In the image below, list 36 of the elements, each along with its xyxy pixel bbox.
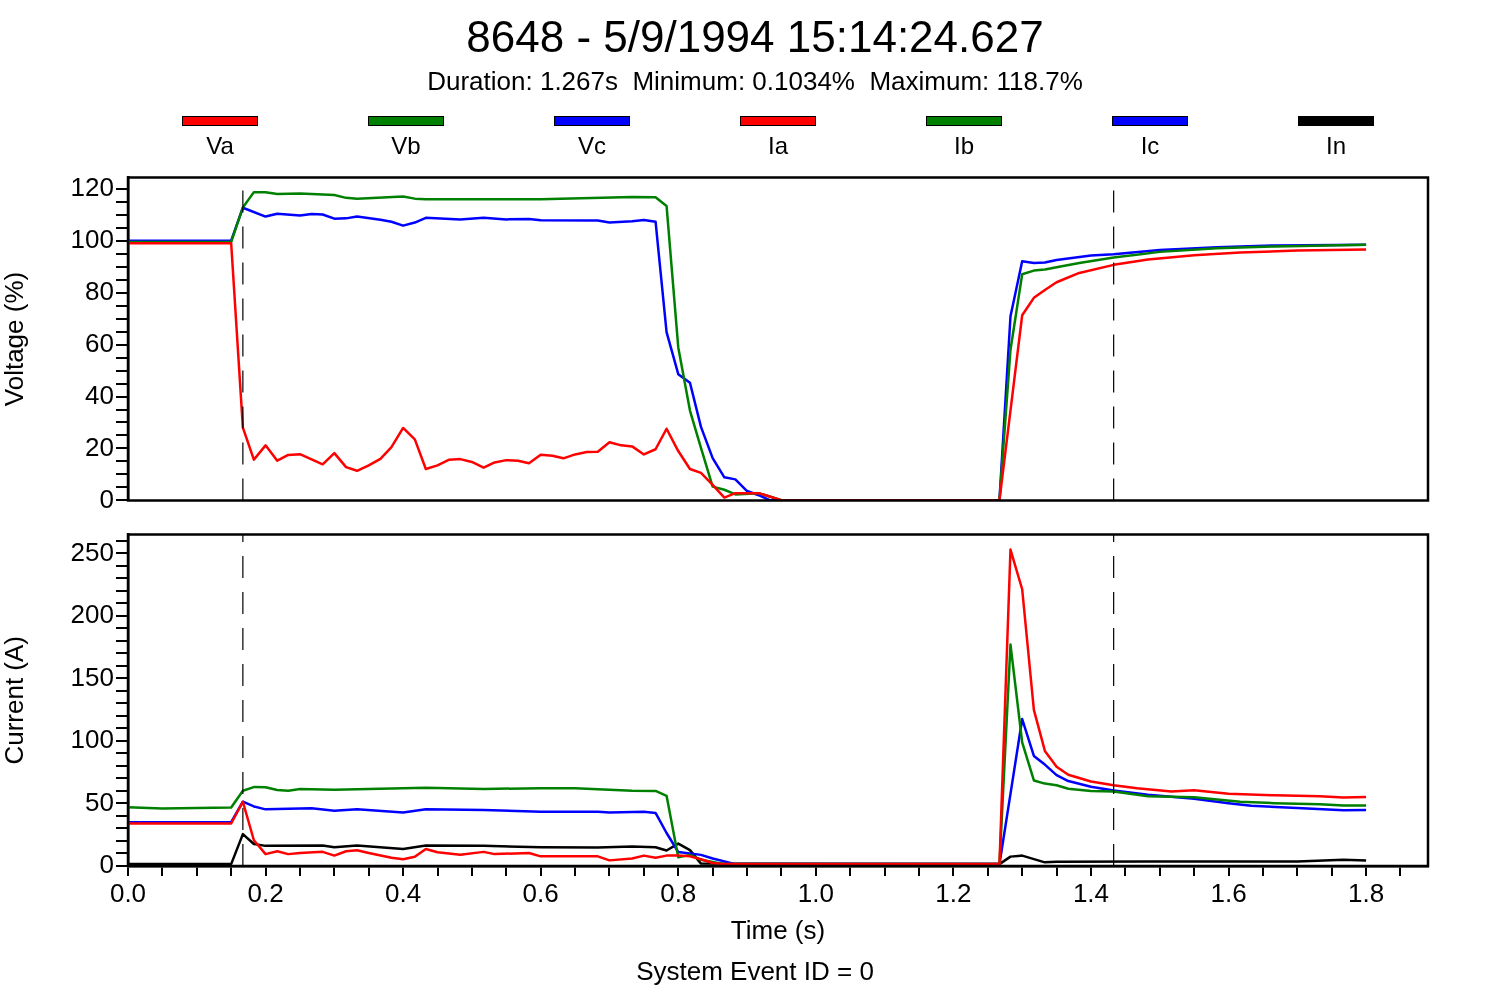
y-tick-label: 100: [70, 724, 114, 755]
chart-subtitle: Duration: 1.267s Minimum: 0.1034% Maximum: 118.7%: [426, 66, 1084, 97]
legend-label: Ib: [953, 132, 974, 160]
x-tick-label: 1.6: [1210, 877, 1247, 908]
y-axis-title: Current (A): [0, 636, 29, 765]
legend-label: Vc: [577, 132, 606, 160]
x-tick-label: 0.0: [109, 877, 147, 908]
x-tick-label: 1.2: [935, 877, 972, 908]
x-tick-label: 1.8: [1348, 877, 1385, 908]
y-tick-label: 20: [85, 431, 114, 462]
legend-label: In: [1325, 132, 1346, 160]
legend-label: Ia: [767, 132, 788, 160]
y-axis-title: Voltage (%): [0, 271, 29, 407]
x-tick-label: 0.6: [522, 877, 559, 908]
legend-label: Vb: [391, 132, 421, 160]
x-tick-label: 0.4: [385, 877, 422, 908]
x-tick-label: 0.2: [247, 877, 284, 908]
y-tick-label: 100: [70, 223, 114, 254]
y-tick-label: 150: [70, 661, 114, 692]
x-axis-title: Time (s): [730, 914, 826, 945]
x-tick-label: 0.8: [660, 877, 697, 908]
y-tick-label: 40: [85, 379, 114, 410]
y-tick-label: 50: [85, 786, 114, 817]
chart-title: 8648 - 5/9/1994 15:14:24.627: [465, 12, 1045, 62]
y-tick-label: 80: [85, 275, 114, 306]
x-tick-label: 1.4: [1072, 877, 1110, 908]
y-tick-label: 200: [70, 599, 114, 630]
text: System Event ID = 0: [635, 956, 875, 987]
y-tick-label: 60: [85, 327, 114, 358]
legend-label: Va: [206, 132, 234, 160]
y-tick-label: 250: [70, 536, 114, 567]
legend-label: Ic: [1140, 132, 1160, 160]
y-tick-label: 0: [99, 483, 114, 514]
y-tick-label: 120: [70, 171, 114, 202]
x-tick-label: 1.0: [797, 877, 834, 908]
y-tick-label: 0: [99, 849, 114, 880]
